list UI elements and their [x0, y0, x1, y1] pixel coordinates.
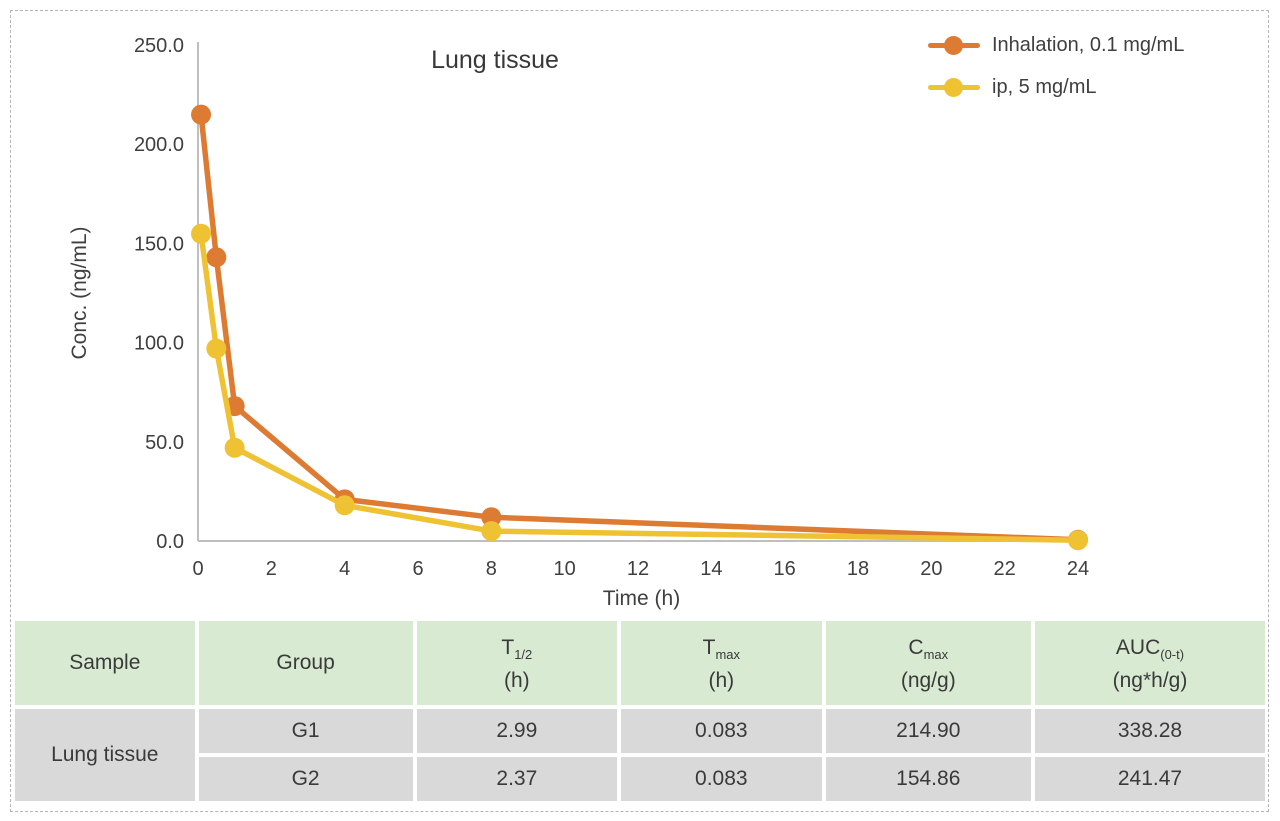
sample-cell: Lung tissue: [15, 709, 195, 801]
col-header-t-half: T1/2 (h): [416, 621, 618, 705]
series-line-1: [198, 231, 1081, 543]
x-tick-label: 12: [627, 558, 649, 580]
auc-cell: 338.28: [1034, 709, 1265, 753]
data-point: [206, 247, 227, 268]
data-point: [191, 104, 212, 125]
x-tick-label: 0: [192, 558, 203, 580]
t-half-cell: 2.37: [416, 757, 618, 801]
legend-label-ip: ip, 5 mg/mL: [992, 76, 1097, 98]
col-header-auc: AUC(0-t) (ng*h/g): [1034, 621, 1265, 705]
col-header-group: Group: [198, 621, 413, 705]
col-header-c-max: Cmax (ng/g): [825, 621, 1031, 705]
c-max-cell: 214.90: [825, 709, 1031, 753]
chart-legend: Inhalation, 0.1 mg/mL ip, 5 mg/mL: [928, 29, 1184, 104]
data-point: [481, 507, 502, 528]
legend-item-ip: ip, 5 mg/mL: [928, 71, 1184, 104]
col-header-unit: (h): [504, 669, 530, 692]
col-header-label: Group: [276, 651, 335, 674]
chart-region: 0.0 50.0 100.0 150.0 200.0 250.0 0 2 4 6 8 10 12 14 16…: [68, 29, 1184, 610]
legend-marker-inhalation-icon: [928, 35, 980, 56]
x-tick-label: 24: [1067, 558, 1089, 580]
chart-title: Lung tissue: [431, 46, 559, 74]
x-axis-title: Time (h): [603, 587, 680, 610]
data-point: [334, 495, 355, 516]
x-tick-label: 4: [339, 558, 350, 580]
legend-dot-icon: [944, 78, 963, 97]
group-cell: G2: [198, 757, 413, 801]
x-tick-label: 18: [847, 558, 869, 580]
col-header-unit: (ng*h/g): [1112, 669, 1188, 692]
table-header-row: Sample Group T1/2 (h) Tmax (h) Cmax (ng/…: [15, 621, 1265, 705]
col-header-symbol: Tmax: [702, 636, 741, 663]
c-max-cell: 154.86: [825, 757, 1031, 801]
legend-dot-icon: [944, 36, 963, 55]
data-point: [206, 338, 227, 359]
col-header-unit: (ng/g): [900, 669, 956, 692]
t-max-cell: 0.083: [621, 757, 822, 801]
legend-marker-ip-icon: [928, 77, 980, 98]
x-tick-label: 8: [486, 558, 497, 580]
col-header-symbol: T1/2: [501, 636, 533, 663]
col-header-label: Sample: [69, 651, 141, 674]
data-point: [191, 223, 212, 244]
x-tick-label: 10: [554, 558, 576, 580]
y-tick-label: 100.0: [134, 333, 184, 355]
data-point: [481, 521, 502, 542]
t-half-cell: 2.99: [416, 709, 618, 753]
y-tick-label: 0.0: [156, 531, 184, 553]
t-max-cell: 0.083: [621, 709, 822, 753]
legend-item-inhalation: Inhalation, 0.1 mg/mL: [928, 29, 1184, 62]
table-body: Lung tissue G1 2.99 0.083 214.90 338.28 …: [15, 709, 1265, 801]
x-tick-label: 16: [774, 558, 796, 580]
auc-cell: 241.47: [1034, 757, 1265, 801]
col-header-symbol: AUC(0-t): [1115, 636, 1185, 663]
col-header-t-max: Tmax (h): [621, 621, 822, 705]
table-row-g1: Lung tissue G1 2.99 0.083 214.90 338.28: [15, 709, 1265, 801]
x-tick-label: 6: [412, 558, 423, 580]
x-tick-label: 2: [266, 558, 277, 580]
pk-parameters-table: Sample Group T1/2 (h) Tmax (h) Cmax (ng/…: [11, 617, 1269, 805]
x-tick-label: 20: [920, 558, 942, 580]
x-tick-label: 22: [994, 558, 1016, 580]
col-header-unit: (h): [708, 669, 735, 692]
y-axis-title: Conc. (ng/mL): [68, 226, 91, 359]
data-point: [224, 437, 245, 458]
table-row-g2: G2 2.37 0.083 154.86 241.47: [15, 757, 1265, 801]
x-tick-label: 14: [700, 558, 722, 580]
y-tick-label: 200.0: [134, 134, 184, 156]
legend-label-inhalation: Inhalation, 0.1 mg/mL: [992, 34, 1185, 56]
series-line-0: [198, 111, 1081, 543]
group-cell: G1: [198, 709, 413, 753]
y-tick-label: 150.0: [134, 233, 184, 255]
col-header-symbol: Cmax: [908, 636, 949, 663]
col-header-sample: Sample: [15, 621, 195, 705]
data-point: [1068, 530, 1088, 551]
y-tick-label: 50.0: [145, 432, 184, 454]
table-header: Sample Group T1/2 (h) Tmax (h) Cmax (ng/…: [15, 621, 1265, 705]
y-tick-label: 250.0: [134, 35, 184, 57]
